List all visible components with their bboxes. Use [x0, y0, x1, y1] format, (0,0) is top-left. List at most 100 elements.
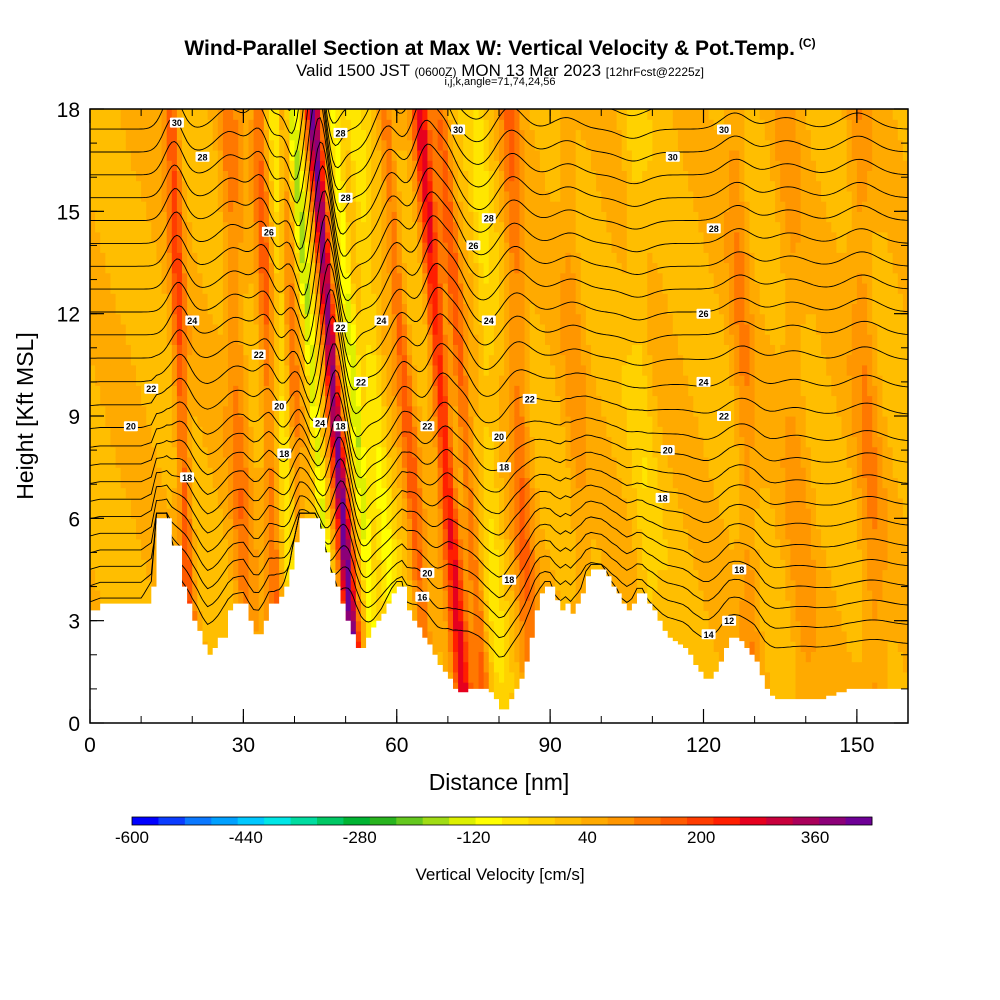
y-tick-label: 0 [68, 713, 80, 736]
x-axis-title: Distance [nm] [429, 769, 570, 795]
colorbar-swatch [237, 817, 265, 825]
isentropes [90, 109, 908, 658]
colorbar-swatch [132, 817, 159, 825]
colorbar-swatch [660, 817, 688, 825]
colorbar-swatch [422, 817, 450, 825]
isentrope-label: 22 [420, 421, 435, 432]
colorbar-tick-label: -280 [343, 828, 377, 847]
isentrope-label: 30 [717, 124, 731, 135]
isentrope-label: 20 [420, 567, 435, 578]
isentrope-label: 18 [732, 564, 747, 575]
colorbar-swatch [554, 817, 582, 825]
colorbar-swatch [449, 817, 476, 825]
isentrope-label: 20 [492, 431, 506, 442]
x-tick-label: 30 [232, 734, 255, 757]
x-tick-label: 60 [385, 734, 408, 757]
isentrope-label: 26 [261, 226, 276, 237]
isentrope-label: 28 [706, 223, 721, 234]
colorbar-swatch [687, 817, 714, 825]
x-tick-label: 150 [839, 734, 874, 757]
isentrope-label: 28 [333, 127, 348, 138]
colorbar-swatch [713, 817, 741, 825]
colorbar-swatch [396, 817, 424, 825]
isentrope-label: 30 [665, 151, 680, 162]
isentrope-label: 16 [415, 591, 430, 602]
isentrope-label: 20 [660, 445, 675, 456]
isentrope-label: 22 [333, 322, 348, 333]
isentrope-label: 28 [338, 192, 353, 203]
isentrope-label: 24 [185, 315, 200, 326]
colorbar-tick-label: -600 [115, 828, 149, 847]
isentrope-label: 18 [497, 462, 512, 473]
isentrope-label: 24 [481, 315, 496, 326]
isentrope-label: 18 [180, 472, 195, 483]
isentrope-label: 22 [522, 393, 537, 404]
isentrope-label: 18 [655, 492, 670, 503]
isentrope-label: 26 [696, 308, 711, 319]
isentrope-label: 28 [481, 213, 496, 224]
y-tick-label: 9 [68, 406, 80, 429]
colorbar-swatch [607, 817, 635, 825]
colorbar-swatch [634, 817, 661, 825]
isentrope-label: 22 [354, 376, 368, 387]
x-tick-label: 90 [538, 734, 561, 757]
colorbar-swatch [845, 817, 873, 825]
colorbar-tick-label: -120 [456, 828, 490, 847]
colorbar-swatch [819, 817, 846, 825]
axis-ticks: 0 30 60 90 120 150 0 3 6 9 12 15 18 [57, 99, 909, 757]
colorbar-swatch [211, 817, 239, 825]
isentrope-label: 18 [277, 448, 292, 459]
x-tick-label: 0 [84, 734, 96, 757]
colorbar: -600 -440 -280 -120 40 200 360 [115, 816, 873, 847]
vertical-velocity-field [90, 109, 908, 723]
colorbar-swatch [317, 817, 344, 825]
isentrope-label: 14 [701, 629, 716, 640]
isentrope-label: 20 [272, 400, 287, 411]
chart-title: Wind-Parallel Section at Max W: Vertical… [184, 36, 816, 60]
colorbar-tick-label: 200 [687, 828, 715, 847]
isentrope-label: 24 [374, 315, 389, 326]
colorbar-swatch [369, 817, 397, 825]
x-tick-label: 120 [686, 734, 721, 757]
y-tick-label: 18 [57, 99, 80, 122]
colorbar-swatch [184, 817, 212, 825]
isentrope-label: 20 [123, 421, 138, 432]
colorbar-swatch [766, 817, 794, 825]
isentrope-label: 24 [313, 417, 328, 428]
colorbar-swatch [343, 817, 371, 825]
chart-subtitle: Valid 1500 JST (0600Z) MON 13 Mar 2023 [… [295, 61, 705, 80]
colorbar-tick-label: -440 [229, 828, 263, 847]
colorbar-tick-label: 360 [801, 828, 829, 847]
isentrope-label: 12 [722, 615, 737, 626]
colorbar-swatch [528, 817, 556, 825]
colorbar-swatch [581, 817, 609, 825]
isentrope-label: 22 [144, 383, 159, 394]
isentrope-labels: 30 30 30 30 28 28 28 28 28 26 26 26 24 24 24 24 24 22 22 22… [123, 117, 747, 640]
terrain-mask [90, 518, 908, 723]
isentrope-label: 22 [251, 349, 266, 360]
colorbar-swatch [290, 817, 318, 825]
colorbar-swatch [264, 817, 291, 825]
colorbar-swatch [502, 817, 529, 825]
colorbar-swatch [739, 817, 767, 825]
y-tick-label: 15 [57, 201, 80, 224]
chart-indices: i,j,k,angle=71,74,24,56 [444, 76, 556, 88]
colorbar-swatch [475, 817, 503, 825]
isentrope-label: 24 [696, 376, 711, 387]
y-tick-label: 12 [57, 304, 80, 327]
isentrope-label: 18 [502, 574, 517, 585]
y-tick-label: 3 [68, 611, 80, 634]
isentrope-label: 30 [169, 117, 184, 128]
y-tick-label: 6 [68, 508, 80, 531]
colorbar-title: Vertical Velocity [cm/s] [415, 865, 584, 884]
isentrope-label: 18 [333, 421, 348, 432]
colorbar-tick-label: 40 [578, 828, 597, 847]
colorbar-swatch [158, 817, 186, 825]
y-axis-title: Height [Kft MSL] [12, 332, 38, 499]
colorbar-swatch [792, 817, 820, 825]
isentrope-label: 28 [195, 151, 210, 162]
isentrope-label: 22 [717, 411, 731, 422]
isentrope-label: 26 [466, 240, 481, 251]
isentrope-label: 30 [451, 124, 466, 135]
